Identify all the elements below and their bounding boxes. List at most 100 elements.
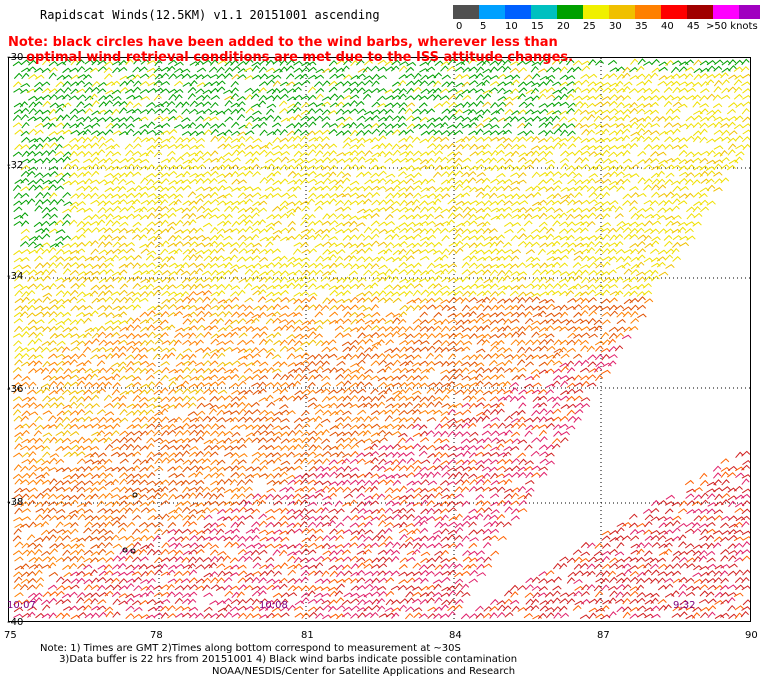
wind-barb [161, 353, 170, 361]
wind-barb [581, 255, 590, 262]
wind-barb [28, 354, 37, 361]
wind-barb [35, 478, 44, 485]
wind-barb [300, 115, 310, 121]
wind-barb [670, 73, 681, 79]
wind-barb [195, 267, 204, 275]
wind-barb [399, 61, 409, 66]
wind-barb [398, 353, 409, 359]
wind-barb [118, 289, 128, 296]
wind-barb [588, 151, 598, 157]
wind-barb [307, 277, 317, 283]
wind-barb [335, 367, 345, 373]
wind-barb [376, 401, 386, 408]
wind-barb [343, 116, 353, 122]
wind-barb [230, 304, 241, 310]
wind-barb [334, 318, 344, 324]
wind-barb [616, 318, 626, 325]
wind-barb [335, 184, 344, 191]
wind-barb [405, 339, 416, 346]
wind-barb [538, 354, 549, 359]
wind-barb [601, 144, 611, 150]
wind-barb [244, 305, 253, 312]
wind-barb [56, 61, 67, 67]
wind-barb [21, 72, 30, 80]
wind-barb [398, 88, 407, 95]
wind-barb [545, 207, 556, 213]
wind-barb [509, 263, 519, 270]
wind-barb [377, 122, 387, 128]
wind-barb [427, 394, 436, 402]
wind-barb [511, 95, 521, 101]
wind-barb [530, 326, 541, 332]
wind-barb [293, 298, 303, 305]
wind-barb [427, 382, 438, 388]
wind-barb [216, 304, 226, 311]
wind-barb [105, 312, 115, 318]
wind-barb [343, 311, 352, 318]
wind-barb [91, 431, 101, 437]
wind-barb [355, 222, 366, 227]
wind-barb [237, 304, 247, 310]
wind-barb [503, 185, 512, 192]
wind-barb [112, 402, 122, 409]
wind-barb [517, 422, 527, 430]
wind-barb [97, 158, 108, 164]
wind-barb [489, 200, 499, 207]
wind-barb [187, 297, 197, 304]
wind-barb [145, 283, 155, 290]
wind-barb [69, 451, 79, 457]
wind-barb [259, 304, 269, 311]
wind-barb [377, 326, 387, 332]
wind-barb [278, 313, 289, 318]
wind-barb [146, 442, 155, 450]
wind-barb [119, 87, 129, 93]
wind-barb [69, 326, 79, 332]
wind-barb [125, 366, 135, 373]
wind-barb [314, 303, 323, 311]
wind-barb [91, 156, 100, 164]
wind-barb [133, 58, 142, 65]
wind-barb [314, 74, 325, 80]
wind-barb [41, 261, 51, 268]
wind-barb [77, 353, 87, 360]
wind-barb [154, 411, 164, 417]
wind-barb [412, 367, 422, 374]
wind-barb [741, 107, 750, 115]
wind-barb [342, 290, 351, 296]
wind-barb [454, 102, 465, 108]
wind-barb [419, 375, 429, 382]
wind-barb [133, 184, 143, 192]
wind-barb [154, 171, 164, 178]
wind-barb [434, 353, 444, 360]
wind-barb [271, 368, 282, 373]
wind-barb [314, 409, 324, 415]
wind-barb [90, 170, 100, 177]
wind-barb [126, 360, 135, 368]
wind-barb [608, 205, 617, 212]
wind-barb [77, 130, 87, 136]
wind-barb [496, 65, 506, 72]
wind-barb [601, 353, 610, 361]
wind-barb [132, 164, 141, 171]
wind-barb [594, 101, 604, 107]
wind-barb [153, 234, 162, 242]
wind-barb [742, 73, 750, 79]
wind-barb [510, 61, 520, 66]
wind-barb [427, 465, 437, 471]
wind-barb [90, 276, 100, 283]
wind-barb [419, 346, 429, 352]
wind-barb [726, 108, 736, 115]
wind-barb [216, 247, 225, 254]
wind-barb [182, 159, 193, 165]
wind-barb [524, 444, 533, 451]
wind-barb [454, 465, 465, 471]
wind-barb [433, 275, 443, 282]
wind-barb [405, 472, 416, 478]
wind-barb [301, 423, 311, 430]
wind-barb [447, 170, 456, 178]
wind-barb [467, 422, 477, 429]
wind-barb [511, 465, 520, 472]
wind-barb [657, 184, 667, 191]
wind-barb [14, 352, 23, 359]
wind-barb [174, 67, 184, 73]
